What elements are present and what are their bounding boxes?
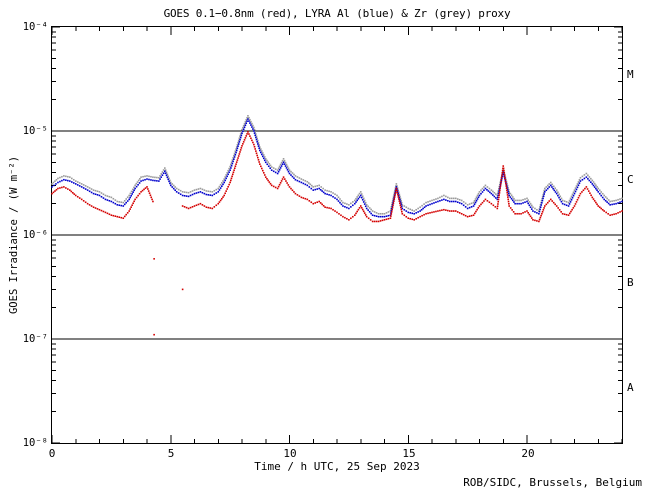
x-axis-title: Time / h UTC, 25 Sep 2023: [254, 460, 420, 473]
flare-class-label-c: C: [627, 173, 634, 186]
flare-class-label-b: B: [627, 276, 634, 289]
chart-title: GOES 0.1−0.8nm (red), LYRA Al (blue) & Z…: [163, 7, 511, 20]
flare-class-label-a: A: [627, 381, 634, 394]
y-tick-label-1e-8: 10⁻⁸: [22, 437, 48, 449]
x-tick-label-10: 10: [283, 447, 297, 460]
x-tick-label-20: 20: [521, 447, 535, 460]
y-tick-label-1e-7: 10⁻⁷: [22, 333, 48, 345]
x-tick-label-0: 0: [48, 447, 56, 460]
y-tick-label-1e-4: 10⁻⁴: [22, 21, 48, 33]
credit-text: ROB/SIDC, Brussels, Belgium: [463, 476, 642, 489]
flare-class-label-m: M: [627, 68, 634, 81]
x-tick-label-5: 5: [167, 447, 175, 460]
y-tick-label-1e-6: 10⁻⁶: [22, 229, 48, 241]
x-tick-label-15: 15: [402, 447, 416, 460]
y-axis-title: GOES Irradiance / (W m⁻²): [8, 155, 20, 315]
y-tick-label-1e-5: 10⁻⁵: [22, 125, 48, 137]
